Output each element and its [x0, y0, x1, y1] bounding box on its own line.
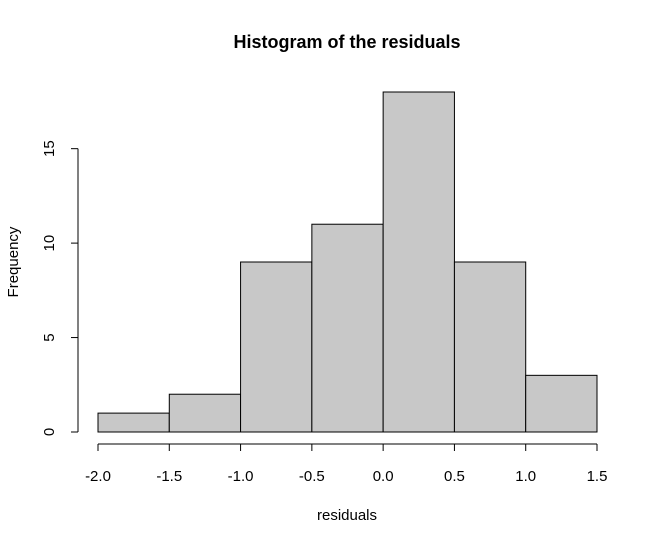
x-tick-label: -1.5 [156, 468, 182, 485]
x-axis: -2.0 -1.5 -1.0 -0.5 0.0 0.5 1.0 1.5 [85, 443, 608, 485]
y-axis: 0 5 10 15 [41, 140, 79, 436]
x-tick-label: 0.0 [373, 468, 394, 485]
histogram-bar-6 [525, 374, 598, 433]
x-tick-label: -0.5 [299, 468, 325, 485]
y-axis-label: Frequency [5, 226, 22, 297]
histogram-bar-5 [453, 261, 527, 433]
x-tick-label: 0.5 [444, 468, 465, 485]
chart-title: Histogram of the residuals [233, 32, 460, 52]
histogram-bar-3 [311, 223, 384, 433]
y-tick-label: 0 [41, 428, 58, 436]
y-tick-label: 5 [41, 333, 58, 341]
bars-group [97, 91, 598, 433]
y-tick-label: 15 [41, 140, 58, 157]
y-tick-label: 10 [41, 235, 58, 252]
histogram-bar-4 [382, 91, 455, 433]
x-tick-label: -2.0 [85, 468, 111, 485]
histogram-bar-2 [240, 261, 313, 433]
histogram-bar-1 [168, 393, 242, 433]
x-tick-label: 1.0 [515, 468, 536, 485]
histogram-bar-0 [97, 412, 170, 433]
x-tick-label: 1.5 [587, 468, 608, 485]
x-tick-label: -1.0 [228, 468, 254, 485]
x-axis-label: residuals [317, 507, 377, 524]
